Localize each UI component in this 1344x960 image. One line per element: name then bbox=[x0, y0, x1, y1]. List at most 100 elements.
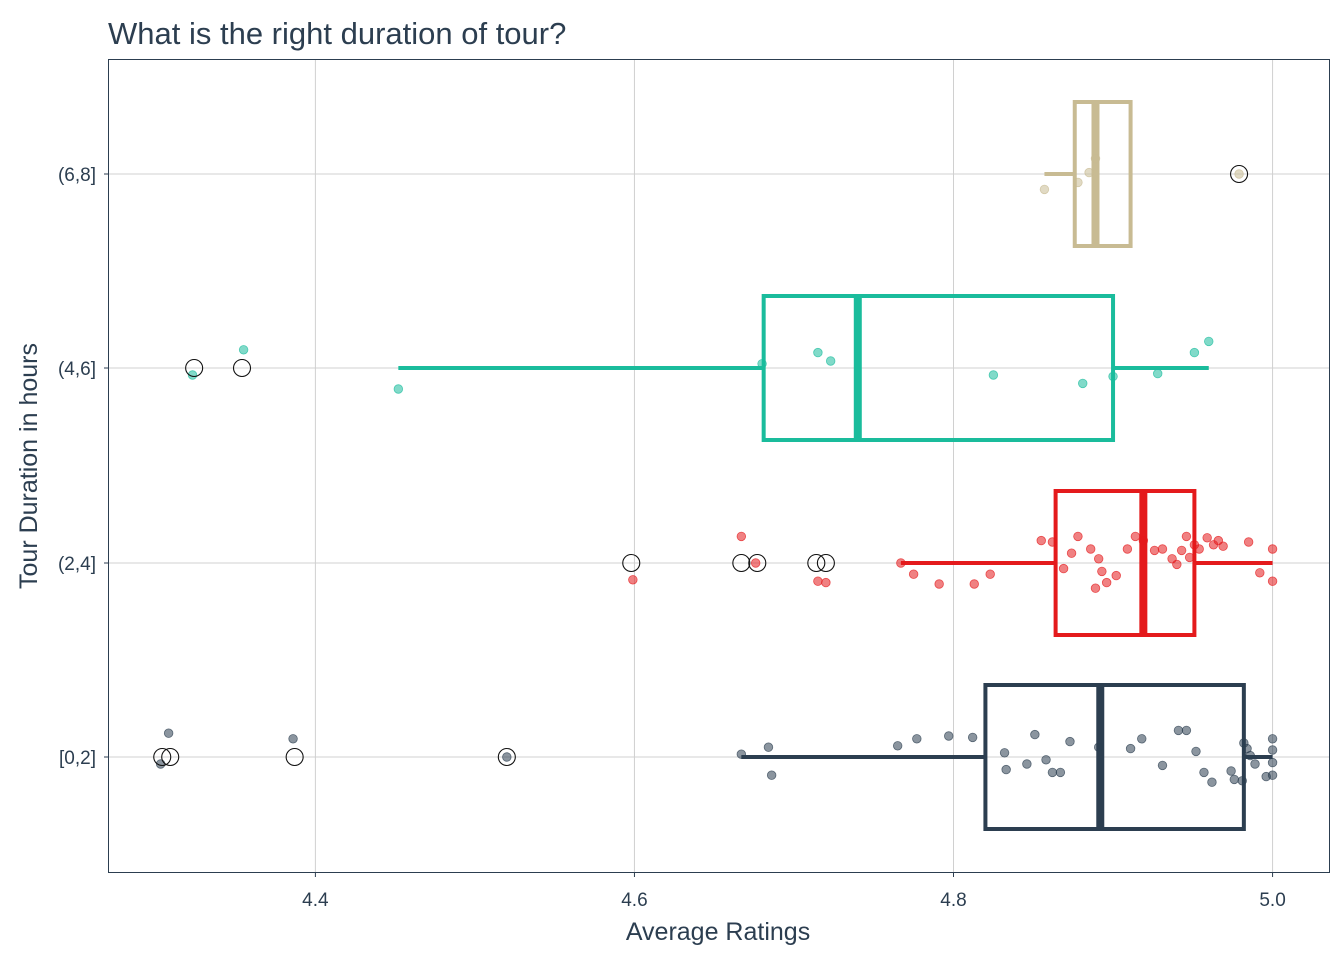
data-point bbox=[1041, 755, 1051, 765]
y-tick-label: (6,8] bbox=[58, 165, 96, 186]
data-point bbox=[892, 741, 903, 751]
data-point bbox=[1137, 734, 1147, 744]
point-layer bbox=[155, 153, 1278, 787]
data-point bbox=[1267, 745, 1278, 755]
plot-frame bbox=[108, 59, 1330, 873]
data-point bbox=[766, 770, 777, 780]
data-point bbox=[1250, 759, 1260, 769]
outlier-point bbox=[622, 553, 641, 573]
data-point bbox=[1173, 725, 1184, 736]
data-point bbox=[238, 345, 249, 355]
chart-title: What is the right duration of tour? bbox=[108, 16, 566, 51]
data-point bbox=[1181, 725, 1192, 736]
data-point bbox=[393, 384, 404, 394]
outlier-point bbox=[153, 747, 172, 767]
data-point bbox=[1255, 568, 1265, 578]
data-point bbox=[1108, 371, 1118, 382]
data-point bbox=[1157, 760, 1168, 771]
data-point bbox=[1229, 774, 1239, 785]
outlier-point bbox=[816, 553, 835, 573]
data-point bbox=[1237, 776, 1247, 786]
outlier-point bbox=[185, 358, 204, 378]
data-point bbox=[1125, 743, 1136, 754]
data-point bbox=[1267, 757, 1278, 768]
data-point bbox=[1030, 729, 1040, 740]
data-point bbox=[1267, 544, 1278, 554]
y-axis-title: Tour Duration in hours bbox=[15, 343, 43, 589]
x-tick-label: 5.0 bbox=[1259, 890, 1285, 911]
data-point bbox=[1176, 545, 1187, 556]
data-point bbox=[187, 370, 198, 380]
data-point bbox=[969, 579, 979, 589]
x-axis-title: Average Ratings bbox=[626, 918, 810, 946]
outlier-point bbox=[748, 553, 767, 573]
data-point bbox=[1066, 548, 1077, 558]
data-point bbox=[736, 531, 747, 542]
data-point bbox=[1111, 570, 1121, 581]
data-point bbox=[1090, 583, 1101, 593]
data-point bbox=[821, 577, 831, 588]
box-iqr bbox=[1053, 489, 1197, 637]
data-point bbox=[288, 734, 298, 744]
data-point bbox=[1153, 368, 1163, 379]
data-point bbox=[1086, 544, 1096, 554]
data-point bbox=[1073, 177, 1083, 188]
outlier-point bbox=[807, 553, 826, 573]
data-point bbox=[736, 749, 747, 759]
data-point bbox=[1047, 537, 1058, 547]
box-iqr bbox=[1072, 100, 1133, 248]
data-point bbox=[1093, 742, 1104, 752]
data-point bbox=[1207, 777, 1217, 787]
data-point bbox=[1226, 766, 1236, 776]
data-point bbox=[1267, 734, 1278, 744]
data-point bbox=[934, 579, 944, 589]
data-point bbox=[502, 752, 512, 762]
grid-lines bbox=[108, 60, 1330, 873]
data-point bbox=[1267, 770, 1278, 780]
data-point bbox=[1204, 336, 1214, 347]
data-point bbox=[1194, 544, 1204, 554]
data-point bbox=[944, 731, 954, 741]
data-point bbox=[750, 558, 761, 568]
outlier-point bbox=[161, 747, 180, 767]
data-point bbox=[1149, 545, 1160, 556]
data-point bbox=[1138, 535, 1149, 546]
y-tick-label: (4,6] bbox=[58, 359, 96, 380]
data-point bbox=[813, 347, 823, 358]
data-point bbox=[908, 569, 919, 579]
data-point bbox=[1243, 537, 1254, 547]
outlier-point bbox=[232, 358, 252, 378]
data-point bbox=[896, 558, 906, 568]
data-point bbox=[813, 576, 823, 586]
data-point bbox=[825, 356, 836, 366]
data-point bbox=[163, 728, 174, 738]
data-point bbox=[1047, 767, 1058, 778]
data-point bbox=[1202, 533, 1212, 543]
data-point bbox=[1122, 544, 1133, 554]
data-point bbox=[1189, 347, 1200, 358]
box-layer bbox=[398, 100, 1273, 831]
data-point bbox=[1267, 576, 1278, 586]
data-point bbox=[1090, 153, 1101, 164]
box-iqr bbox=[983, 683, 1246, 831]
data-point bbox=[628, 575, 638, 585]
data-point bbox=[985, 569, 995, 579]
outlier-point bbox=[732, 553, 751, 573]
data-point bbox=[967, 732, 978, 743]
data-point bbox=[1058, 563, 1069, 574]
data-point bbox=[1055, 767, 1066, 778]
data-point bbox=[763, 742, 774, 752]
data-point bbox=[1191, 746, 1201, 757]
data-point bbox=[1172, 559, 1182, 570]
data-point bbox=[1218, 541, 1228, 551]
data-point bbox=[1101, 577, 1112, 588]
data-point bbox=[1022, 759, 1032, 769]
x-tick-label: 4.4 bbox=[302, 890, 329, 911]
data-point bbox=[757, 359, 767, 369]
data-point bbox=[1097, 566, 1107, 577]
data-point bbox=[1084, 167, 1094, 178]
data-point bbox=[1245, 750, 1255, 761]
x-tick-label: 4.8 bbox=[940, 890, 966, 911]
data-point bbox=[1093, 554, 1104, 564]
